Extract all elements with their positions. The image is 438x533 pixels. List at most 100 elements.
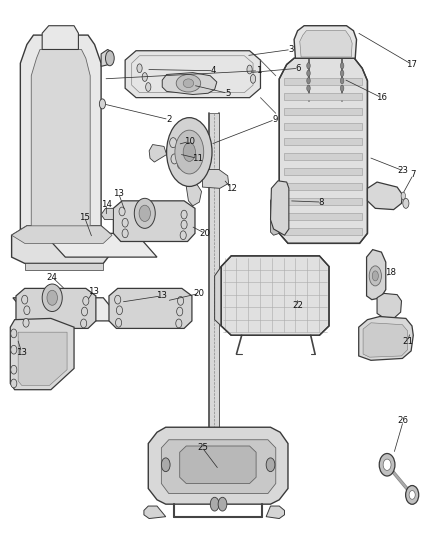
Polygon shape bbox=[367, 182, 403, 209]
Ellipse shape bbox=[401, 192, 406, 199]
Text: 13: 13 bbox=[113, 189, 124, 198]
Ellipse shape bbox=[23, 318, 29, 327]
Ellipse shape bbox=[11, 329, 17, 338]
Ellipse shape bbox=[42, 284, 62, 311]
Ellipse shape bbox=[180, 231, 186, 240]
Ellipse shape bbox=[176, 75, 201, 92]
Text: 3: 3 bbox=[288, 45, 294, 54]
Polygon shape bbox=[101, 208, 113, 220]
Polygon shape bbox=[359, 317, 413, 360]
Ellipse shape bbox=[122, 219, 128, 227]
Ellipse shape bbox=[340, 78, 344, 84]
Text: 18: 18 bbox=[385, 268, 396, 277]
Text: 7: 7 bbox=[410, 170, 416, 179]
Polygon shape bbox=[162, 72, 217, 94]
Ellipse shape bbox=[139, 205, 150, 222]
Polygon shape bbox=[109, 288, 192, 328]
Polygon shape bbox=[42, 26, 78, 50]
Polygon shape bbox=[144, 506, 166, 519]
Ellipse shape bbox=[307, 85, 310, 91]
Ellipse shape bbox=[406, 486, 419, 504]
Polygon shape bbox=[43, 233, 157, 257]
Ellipse shape bbox=[142, 72, 148, 82]
Polygon shape bbox=[285, 108, 362, 115]
Ellipse shape bbox=[218, 497, 227, 511]
Polygon shape bbox=[266, 506, 285, 519]
Text: 13: 13 bbox=[88, 287, 99, 296]
Polygon shape bbox=[367, 249, 386, 300]
Polygon shape bbox=[285, 183, 362, 190]
Ellipse shape bbox=[21, 295, 28, 304]
Polygon shape bbox=[148, 427, 288, 504]
Text: 10: 10 bbox=[184, 137, 195, 146]
Ellipse shape bbox=[175, 146, 182, 156]
Text: 12: 12 bbox=[226, 184, 237, 193]
Ellipse shape bbox=[106, 51, 114, 66]
Ellipse shape bbox=[307, 62, 310, 69]
Text: 1: 1 bbox=[255, 66, 261, 75]
Polygon shape bbox=[285, 78, 362, 85]
Polygon shape bbox=[285, 152, 362, 160]
Ellipse shape bbox=[183, 79, 194, 87]
Ellipse shape bbox=[307, 70, 310, 76]
Polygon shape bbox=[202, 169, 229, 188]
Ellipse shape bbox=[115, 295, 121, 304]
Polygon shape bbox=[180, 446, 256, 483]
Ellipse shape bbox=[210, 497, 219, 511]
Polygon shape bbox=[271, 191, 279, 235]
Text: 21: 21 bbox=[402, 337, 413, 346]
Ellipse shape bbox=[247, 65, 252, 74]
Text: 16: 16 bbox=[376, 93, 387, 102]
Polygon shape bbox=[285, 138, 362, 145]
Ellipse shape bbox=[170, 138, 177, 148]
Ellipse shape bbox=[369, 266, 381, 286]
Ellipse shape bbox=[24, 306, 30, 314]
Polygon shape bbox=[209, 114, 219, 470]
Text: 5: 5 bbox=[225, 89, 230, 98]
Text: 26: 26 bbox=[398, 416, 409, 425]
Text: 22: 22 bbox=[292, 301, 303, 310]
Polygon shape bbox=[285, 93, 362, 100]
Polygon shape bbox=[11, 318, 74, 390]
Text: 20: 20 bbox=[200, 229, 211, 238]
Ellipse shape bbox=[146, 83, 151, 91]
Ellipse shape bbox=[177, 296, 184, 305]
Ellipse shape bbox=[161, 458, 170, 472]
Text: 24: 24 bbox=[47, 273, 58, 281]
Ellipse shape bbox=[181, 210, 187, 219]
Polygon shape bbox=[285, 168, 362, 175]
Ellipse shape bbox=[383, 459, 391, 471]
Polygon shape bbox=[18, 332, 67, 385]
Polygon shape bbox=[215, 266, 221, 326]
Polygon shape bbox=[363, 323, 408, 357]
Ellipse shape bbox=[122, 229, 128, 238]
Polygon shape bbox=[294, 26, 357, 58]
Ellipse shape bbox=[181, 220, 187, 229]
Ellipse shape bbox=[171, 154, 178, 164]
Polygon shape bbox=[101, 50, 113, 67]
Text: 17: 17 bbox=[406, 60, 417, 69]
Ellipse shape bbox=[11, 379, 17, 388]
Text: 6: 6 bbox=[296, 64, 301, 72]
Polygon shape bbox=[377, 293, 402, 318]
Polygon shape bbox=[113, 201, 195, 241]
Ellipse shape bbox=[137, 64, 142, 72]
Text: 9: 9 bbox=[272, 115, 278, 124]
Ellipse shape bbox=[403, 198, 409, 208]
Polygon shape bbox=[186, 183, 201, 206]
Polygon shape bbox=[271, 181, 289, 235]
Ellipse shape bbox=[266, 458, 275, 472]
Ellipse shape bbox=[340, 70, 344, 76]
Ellipse shape bbox=[372, 271, 378, 281]
Polygon shape bbox=[125, 51, 261, 98]
Polygon shape bbox=[300, 31, 352, 57]
Polygon shape bbox=[161, 440, 276, 494]
Ellipse shape bbox=[166, 118, 212, 187]
Text: 15: 15 bbox=[79, 213, 90, 222]
Polygon shape bbox=[285, 213, 362, 220]
Text: 20: 20 bbox=[194, 289, 205, 298]
Text: 14: 14 bbox=[101, 200, 112, 209]
Ellipse shape bbox=[11, 365, 17, 374]
Polygon shape bbox=[285, 228, 362, 235]
Ellipse shape bbox=[81, 307, 88, 316]
